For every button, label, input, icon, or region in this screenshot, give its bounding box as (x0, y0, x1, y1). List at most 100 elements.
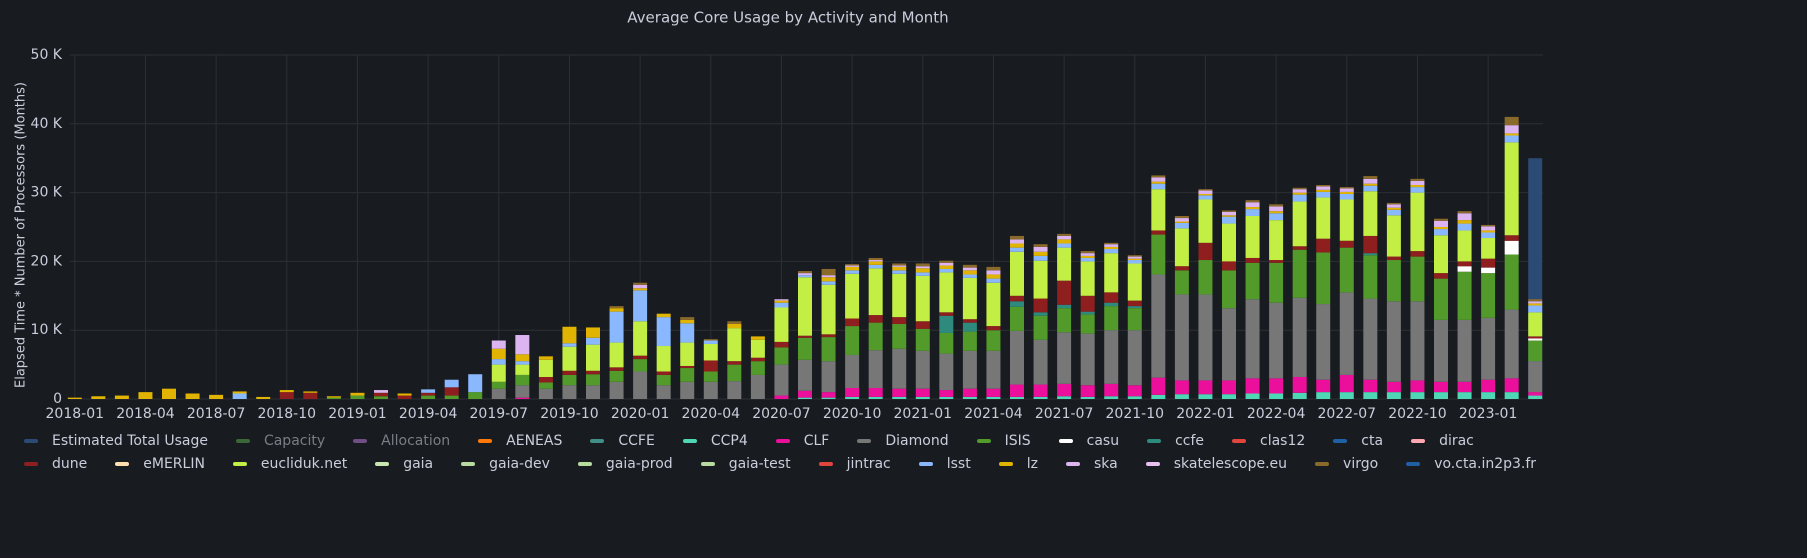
legend-item[interactable]: ccfe (1147, 432, 1204, 450)
bar-segment (939, 265, 954, 269)
bar-segment (962, 277, 977, 320)
legend-swatch (1147, 439, 1162, 443)
legend-item[interactable]: cta (1333, 432, 1383, 450)
legend-item[interactable]: gaia (375, 455, 433, 473)
legend-item[interactable]: Diamond (857, 432, 949, 450)
bar-segment (1127, 256, 1142, 259)
bar-segment (1528, 303, 1543, 306)
bar-segment (1457, 213, 1472, 221)
legend-item[interactable]: ISIS (976, 432, 1031, 450)
bar-segment (1104, 244, 1119, 247)
legend-item[interactable]: skatelescope.eu (1145, 455, 1287, 473)
legend-item[interactable]: casu (1058, 432, 1120, 450)
bar-segment (1080, 385, 1095, 397)
bar-segment (1292, 194, 1307, 202)
bar-segment (1363, 176, 1378, 179)
legend-swatch (775, 439, 790, 443)
bar-segment (114, 395, 129, 399)
bar-segment (374, 390, 388, 393)
legend-item[interactable]: eMERLIN (115, 455, 205, 473)
legend-label: CCFE (618, 433, 655, 449)
bar-segment (1033, 298, 1048, 313)
bar-segment (892, 273, 907, 318)
legend-item[interactable]: Capacity (235, 432, 325, 450)
x-tick-label: 2020-01 (611, 406, 670, 422)
y-tick-label: 0 (53, 391, 62, 407)
legend-swatch (461, 462, 476, 466)
legend-item[interactable]: AENEAS (478, 432, 562, 450)
legend-swatch (590, 439, 605, 443)
bar-segment (1127, 260, 1142, 264)
bar-segment (680, 323, 695, 343)
legend-item[interactable]: virgo (1315, 455, 1378, 473)
legend-swatch (918, 462, 933, 466)
bar-segment (1504, 135, 1519, 143)
bar-segment (680, 319, 695, 324)
legend-label: casu (1086, 433, 1120, 449)
bar-segment (1033, 339, 1048, 385)
legend-swatch (1232, 439, 1247, 443)
bar-segment (1127, 263, 1142, 301)
bar-segment (515, 361, 530, 365)
bar-segment (892, 265, 907, 267)
bar-segment (633, 321, 648, 356)
bar-segment (1057, 243, 1072, 248)
bar-segment (680, 317, 695, 320)
bar-segment (750, 374, 765, 399)
bar-segment (680, 365, 695, 369)
x-tick-label: 2021-07 (1035, 406, 1094, 422)
bar-segment (1363, 235, 1378, 254)
legend-item[interactable]: ska (1065, 455, 1118, 473)
bar-segment (727, 324, 742, 329)
bar-segment (1410, 256, 1425, 302)
bar-segment (1057, 396, 1072, 399)
legend-item[interactable]: dirac (1411, 432, 1474, 450)
bar-segment (397, 395, 412, 399)
bar-segment (1528, 336, 1543, 339)
bar-segment (421, 389, 436, 393)
bar-segment (703, 339, 718, 341)
legend-item[interactable]: vo.cta.in2p3.fr (1406, 455, 1536, 473)
legend-item[interactable]: Estimated Total Usage (24, 432, 208, 450)
legend-item[interactable]: eucliduk.net (232, 455, 347, 473)
y-tick-label: 20 K (31, 253, 63, 269)
legend-label: ccfe (1175, 433, 1205, 449)
legend-swatch (353, 439, 368, 443)
bar-segment (727, 364, 742, 382)
bar-segment (1222, 380, 1236, 395)
legend-item[interactable]: lsst (918, 455, 971, 473)
legend-item[interactable]: gaia-test (700, 455, 791, 473)
bar-segment (986, 282, 1001, 327)
bar-segment (892, 270, 907, 274)
bar-segment (1339, 193, 1354, 200)
bar-segment (586, 374, 600, 386)
bar-segment (915, 275, 930, 322)
bar-segment (845, 396, 860, 399)
bar-segment (1457, 266, 1472, 272)
bar-segment (915, 263, 930, 267)
bar-segment (1269, 378, 1284, 394)
legend-item[interactable]: gaia-prod (577, 455, 673, 473)
bar-segment (1528, 305, 1543, 313)
legend-label: CLF (803, 433, 830, 449)
bar-segment (421, 395, 436, 399)
legend-item[interactable]: lz (998, 455, 1038, 473)
legend-item[interactable]: CCFE (590, 432, 655, 450)
legend-item[interactable]: jintrac (818, 455, 891, 473)
bar-segment (892, 396, 907, 399)
bar-segment (1316, 197, 1331, 239)
bar-segment (633, 290, 648, 322)
legend-item[interactable]: gaia-dev (461, 455, 550, 473)
bar-segment (1245, 207, 1260, 210)
legend-item[interactable]: dune (24, 455, 87, 473)
legend-swatch (818, 462, 833, 466)
bar-segment (1222, 261, 1236, 271)
legend-item[interactable]: Allocation (353, 432, 450, 450)
legend-item[interactable]: CCP4 (682, 432, 748, 450)
bar-segment (1363, 253, 1378, 256)
legend-swatch (1058, 439, 1073, 443)
legend-item[interactable]: CLF (775, 432, 830, 450)
legend-item[interactable]: clas12 (1232, 432, 1305, 450)
bar-segment (1174, 222, 1189, 229)
bar-segment (821, 268, 836, 276)
